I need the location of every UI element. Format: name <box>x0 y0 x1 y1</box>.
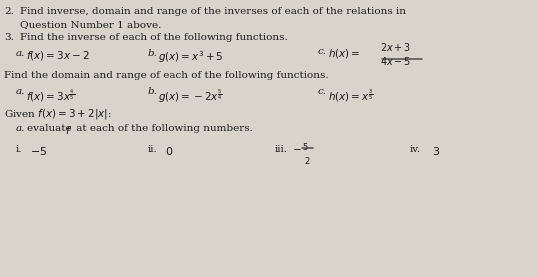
Text: $3$: $3$ <box>432 145 440 157</box>
Text: Find the domain and range of each of the following functions.: Find the domain and range of each of the… <box>4 71 329 80</box>
Text: $4x-5$: $4x-5$ <box>380 55 412 67</box>
Text: c.: c. <box>318 47 327 56</box>
Text: i.: i. <box>16 145 23 154</box>
Text: 3.: 3. <box>4 33 14 42</box>
Text: c.: c. <box>318 87 327 96</box>
Text: Find the inverse of each of the following functions.: Find the inverse of each of the followin… <box>20 33 288 42</box>
Text: iv.: iv. <box>410 145 421 154</box>
Text: $g(x) = -2x^{\frac{5}{4}}$: $g(x) = -2x^{\frac{5}{4}}$ <box>158 87 223 105</box>
Text: a.: a. <box>16 49 25 58</box>
Text: $0$: $0$ <box>165 145 173 157</box>
Text: b.: b. <box>148 87 158 96</box>
Text: b.: b. <box>148 49 158 58</box>
Text: $-5$: $-5$ <box>30 145 47 157</box>
Text: $f$: $f$ <box>65 124 72 136</box>
Text: $g(x)=x^3+5$: $g(x)=x^3+5$ <box>158 49 224 65</box>
Text: evaluate: evaluate <box>27 124 75 133</box>
Text: $5$: $5$ <box>302 141 309 152</box>
Text: iii.: iii. <box>275 145 288 154</box>
Text: $f(x)=3x-2$: $f(x)=3x-2$ <box>26 49 90 62</box>
Text: at each of the following numbers.: at each of the following numbers. <box>73 124 253 133</box>
Text: $2x+3$: $2x+3$ <box>380 41 412 53</box>
Text: $2$: $2$ <box>304 155 310 166</box>
Text: Given $f(x) = 3 + 2|x|$:: Given $f(x) = 3 + 2|x|$: <box>4 107 112 121</box>
Text: 2.: 2. <box>4 7 14 16</box>
Text: $h(x) = x^{\frac{3}{5}}$: $h(x) = x^{\frac{3}{5}}$ <box>328 87 373 104</box>
Text: $f(x) = 3x^{\frac{4}{5}}$: $f(x) = 3x^{\frac{4}{5}}$ <box>26 87 75 104</box>
Text: $-$: $-$ <box>292 144 302 153</box>
Text: Find inverse, domain and range of the inverses of each of the relations in: Find inverse, domain and range of the in… <box>20 7 406 16</box>
Text: a.: a. <box>16 124 25 133</box>
Text: a.: a. <box>16 87 25 96</box>
Text: Question Number 1 above.: Question Number 1 above. <box>20 20 161 29</box>
Text: ii.: ii. <box>148 145 158 154</box>
Text: $h(x)=$: $h(x)=$ <box>328 47 360 60</box>
